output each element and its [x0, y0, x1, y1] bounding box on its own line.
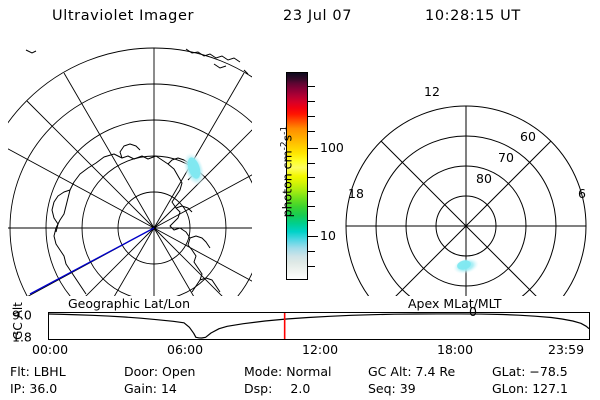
status-gc-alt: GC Alt: 7.4 Re: [368, 364, 455, 379]
terminator-line: [29, 227, 155, 295]
status-glat-label: GLat:: [492, 364, 526, 379]
observation-date: 23 Jul 07: [283, 8, 353, 24]
colorbar-tick: [308, 266, 315, 267]
colorbar-axis-title-sup1: -2: [279, 141, 290, 151]
status-glon-value: 127.1: [532, 381, 568, 396]
status-glon-label: GLon:: [492, 381, 529, 396]
colorbar-tick: [308, 131, 315, 132]
status-mode-label: Mode:: [244, 364, 283, 379]
status-mode: Mode: Normal: [244, 364, 332, 379]
status-glon: GLon: 127.1: [492, 381, 568, 396]
mlat-label-80: 80: [476, 171, 492, 186]
aurora-emission-patch-geographic: [183, 152, 205, 186]
status-gc-alt-label: GC Alt:: [368, 364, 412, 379]
orbit-y-tick-max: 9.0: [12, 307, 32, 323]
status-footer: Flt: LBHL Door: Open Mode: Normal GC Alt…: [0, 362, 600, 400]
status-seq-value: 39: [399, 381, 416, 396]
status-glat: GLat: −78.5: [492, 364, 568, 379]
altitude-trace: [49, 313, 589, 339]
orbit-y-tick-min: 1.8: [12, 329, 32, 345]
colorbar-tick-major: [308, 236, 318, 237]
status-filter-value: LBHL: [33, 364, 66, 379]
colorbar-tick: [308, 116, 315, 117]
colorbar-tick: [308, 163, 315, 164]
geographic-plot-caption: Geographic Lat/Lon: [68, 296, 190, 311]
status-dsp-label: Dsp:: [244, 381, 273, 396]
header-bar: Ultraviolet Imager 23 Jul 07 10:28:15 UT: [0, 6, 600, 30]
time-tick-0000: 00:00: [32, 342, 69, 357]
time-tick-2359: 23:59: [548, 342, 585, 357]
orbit-plot-box: [48, 312, 590, 340]
status-filter: Flt: LBHL: [10, 364, 66, 379]
colorbar-label-10: 10: [320, 227, 336, 243]
colorbar-tick: [308, 251, 315, 252]
status-dsp-value: 2.0: [290, 381, 311, 396]
status-door: Door: Open: [124, 364, 195, 379]
time-tick-1800: 18:00: [437, 342, 474, 357]
colorbar-tick: [308, 191, 315, 192]
status-seq: Seq: 39: [368, 381, 416, 396]
status-filter-label: Flt:: [10, 364, 30, 379]
status-gain: Gain: 14: [124, 381, 177, 396]
status-mode-value: Normal: [286, 364, 332, 379]
mlt-spokes: [346, 106, 586, 296]
status-ip: IP: 36.0: [10, 381, 57, 396]
geographic-grid-group: [8, 47, 252, 296]
status-gain-value: 14: [160, 381, 177, 396]
instrument-title: Ultraviolet Imager: [52, 8, 195, 24]
mlt-label-12: 12: [424, 84, 440, 99]
status-gc-alt-value: 7.4 Re: [415, 364, 456, 379]
time-tick-1200: 12:00: [302, 342, 339, 357]
colorbar-tick: [308, 101, 315, 102]
status-door-value: Open: [162, 364, 196, 379]
time-tick-0600: 06:00: [167, 342, 204, 357]
mlt-polar-plot: 12 6 0 18 60 70 80: [330, 40, 592, 319]
status-seq-label: Seq:: [368, 381, 396, 396]
mlt-label-6: 6: [578, 186, 586, 201]
coastline-fragments: [25, 48, 249, 75]
observation-time: 10:28:15 UT: [425, 8, 521, 24]
mlt-plot-caption: Apex MLat/MLT: [408, 296, 502, 311]
mlt-plot-canvas: [345, 105, 587, 296]
colorbar-axis-title-main: photon cm: [279, 150, 295, 218]
orbit-altitude-curve: [49, 313, 589, 339]
aurora-emission-patch-mlt: [453, 258, 479, 274]
mlat-label-60: 60: [520, 129, 536, 144]
status-gain-label: Gain:: [124, 381, 157, 396]
colorbar-tick-major: [308, 148, 318, 149]
mlat-label-70: 70: [498, 150, 514, 165]
colorbar-tick: [308, 177, 315, 178]
geographic-polar-plot: [8, 40, 252, 296]
latitude-circles: [8, 47, 252, 296]
status-glat-value: −78.5: [529, 364, 568, 379]
mlt-label-0: 0: [469, 304, 477, 319]
colorbar-axis-title: photon cm-2s-1: [279, 97, 294, 247]
status-ip-value: 36.0: [29, 381, 58, 396]
colorbar-label-100: 100: [320, 139, 344, 155]
geographic-plot-canvas: [8, 47, 252, 296]
colorbar-tick: [308, 86, 315, 87]
intensity-colorbar: 100 10 photon cm-2s-1: [258, 60, 344, 296]
status-ip-label: IP:: [10, 381, 26, 396]
colorbar-axis-title-mid: s: [279, 134, 295, 142]
colorbar-axis-title-sup2: -1: [279, 125, 290, 135]
colorbar-gradient: [286, 72, 308, 280]
mlt-label-18: 18: [348, 186, 364, 201]
orbit-altitude-strip: Geographic Lat/Lon Apex MLat/MLT GC Alt …: [0, 296, 600, 357]
colorbar-tick: [308, 206, 315, 207]
colorbar-tick: [308, 220, 315, 221]
status-door-label: Door:: [124, 364, 159, 379]
status-dsp: Dsp: 2.0: [244, 381, 310, 396]
